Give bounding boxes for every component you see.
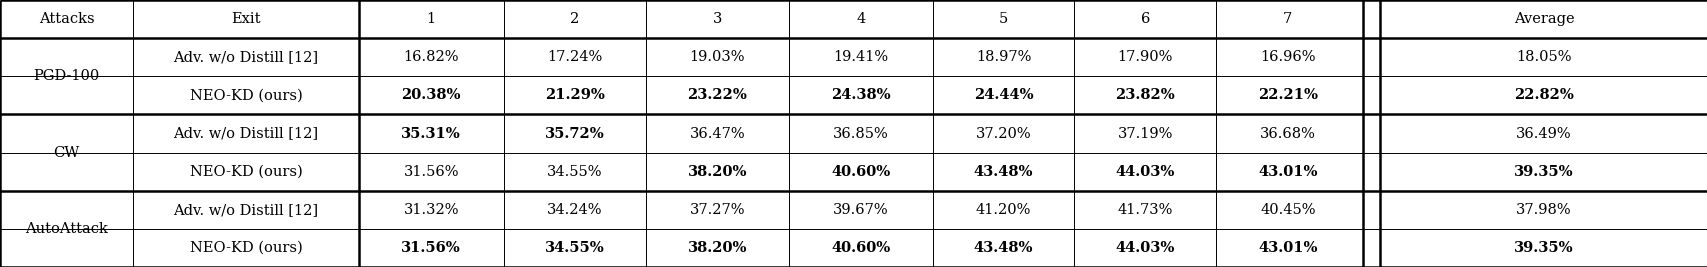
- Text: 34.55%: 34.55%: [545, 241, 604, 255]
- Text: 4: 4: [855, 12, 865, 26]
- Text: 20.38%: 20.38%: [401, 88, 461, 102]
- Text: 7: 7: [1282, 12, 1292, 26]
- Text: 39.35%: 39.35%: [1514, 165, 1572, 179]
- Text: NEO-KD (ours): NEO-KD (ours): [189, 165, 302, 179]
- Text: 2: 2: [570, 12, 579, 26]
- Text: NEO-KD (ours): NEO-KD (ours): [189, 241, 302, 255]
- Text: 23.82%: 23.82%: [1115, 88, 1174, 102]
- Text: Adv. w/o Distill [12]: Adv. w/o Distill [12]: [174, 127, 318, 140]
- Text: Average: Average: [1512, 12, 1574, 26]
- Text: 18.05%: 18.05%: [1516, 50, 1570, 64]
- Text: 40.45%: 40.45%: [1260, 203, 1314, 217]
- Text: 40.60%: 40.60%: [831, 165, 889, 179]
- Text: Adv. w/o Distill [12]: Adv. w/o Distill [12]: [174, 203, 318, 217]
- Text: 17.90%: 17.90%: [1116, 50, 1173, 64]
- Text: PGD-100: PGD-100: [34, 69, 99, 83]
- Text: 22.21%: 22.21%: [1256, 88, 1318, 102]
- Text: 31.56%: 31.56%: [401, 241, 461, 255]
- Text: AutoAttack: AutoAttack: [26, 222, 108, 236]
- Text: 19.03%: 19.03%: [690, 50, 744, 64]
- Text: 5: 5: [999, 12, 1007, 26]
- Text: 36.47%: 36.47%: [690, 127, 744, 140]
- Text: 43.01%: 43.01%: [1258, 241, 1316, 255]
- Text: 38.20%: 38.20%: [688, 165, 746, 179]
- Text: 44.03%: 44.03%: [1115, 165, 1174, 179]
- Text: 37.19%: 37.19%: [1116, 127, 1173, 140]
- Text: 18.97%: 18.97%: [975, 50, 1031, 64]
- Text: 37.27%: 37.27%: [690, 203, 744, 217]
- Text: 17.24%: 17.24%: [546, 50, 603, 64]
- Text: 1: 1: [427, 12, 435, 26]
- Text: 43.48%: 43.48%: [973, 241, 1033, 255]
- Text: CW: CW: [53, 146, 80, 160]
- Text: 34.55%: 34.55%: [546, 165, 603, 179]
- Text: 3: 3: [712, 12, 722, 26]
- Text: 41.20%: 41.20%: [975, 203, 1031, 217]
- Text: 36.49%: 36.49%: [1516, 127, 1570, 140]
- Text: 43.48%: 43.48%: [973, 165, 1033, 179]
- Text: 44.03%: 44.03%: [1115, 241, 1174, 255]
- Text: 31.32%: 31.32%: [403, 203, 459, 217]
- Text: 22.82%: 22.82%: [1512, 88, 1574, 102]
- Text: 37.20%: 37.20%: [975, 127, 1031, 140]
- Text: Exit: Exit: [230, 12, 261, 26]
- Text: 37.98%: 37.98%: [1516, 203, 1570, 217]
- Text: 40.60%: 40.60%: [831, 241, 889, 255]
- Text: 41.73%: 41.73%: [1116, 203, 1173, 217]
- Text: Adv. w/o Distill [12]: Adv. w/o Distill [12]: [174, 50, 318, 64]
- Text: 31.56%: 31.56%: [403, 165, 459, 179]
- Text: NEO-KD (ours): NEO-KD (ours): [189, 88, 302, 102]
- Text: 43.01%: 43.01%: [1258, 165, 1316, 179]
- Text: 16.82%: 16.82%: [403, 50, 459, 64]
- Text: 39.35%: 39.35%: [1514, 241, 1572, 255]
- Text: 24.44%: 24.44%: [973, 88, 1033, 102]
- Text: 38.20%: 38.20%: [688, 241, 746, 255]
- Text: 35.72%: 35.72%: [545, 127, 604, 140]
- Text: 6: 6: [1140, 12, 1149, 26]
- Text: 19.41%: 19.41%: [833, 50, 888, 64]
- Text: 21.29%: 21.29%: [545, 88, 604, 102]
- Text: 34.24%: 34.24%: [546, 203, 603, 217]
- Text: Attacks: Attacks: [39, 12, 94, 26]
- Text: 16.96%: 16.96%: [1260, 50, 1314, 64]
- Text: 24.38%: 24.38%: [831, 88, 889, 102]
- Text: 36.85%: 36.85%: [833, 127, 888, 140]
- Text: 35.31%: 35.31%: [401, 127, 461, 140]
- Text: 36.68%: 36.68%: [1260, 127, 1314, 140]
- Text: 23.22%: 23.22%: [686, 88, 748, 102]
- Text: 39.67%: 39.67%: [833, 203, 888, 217]
